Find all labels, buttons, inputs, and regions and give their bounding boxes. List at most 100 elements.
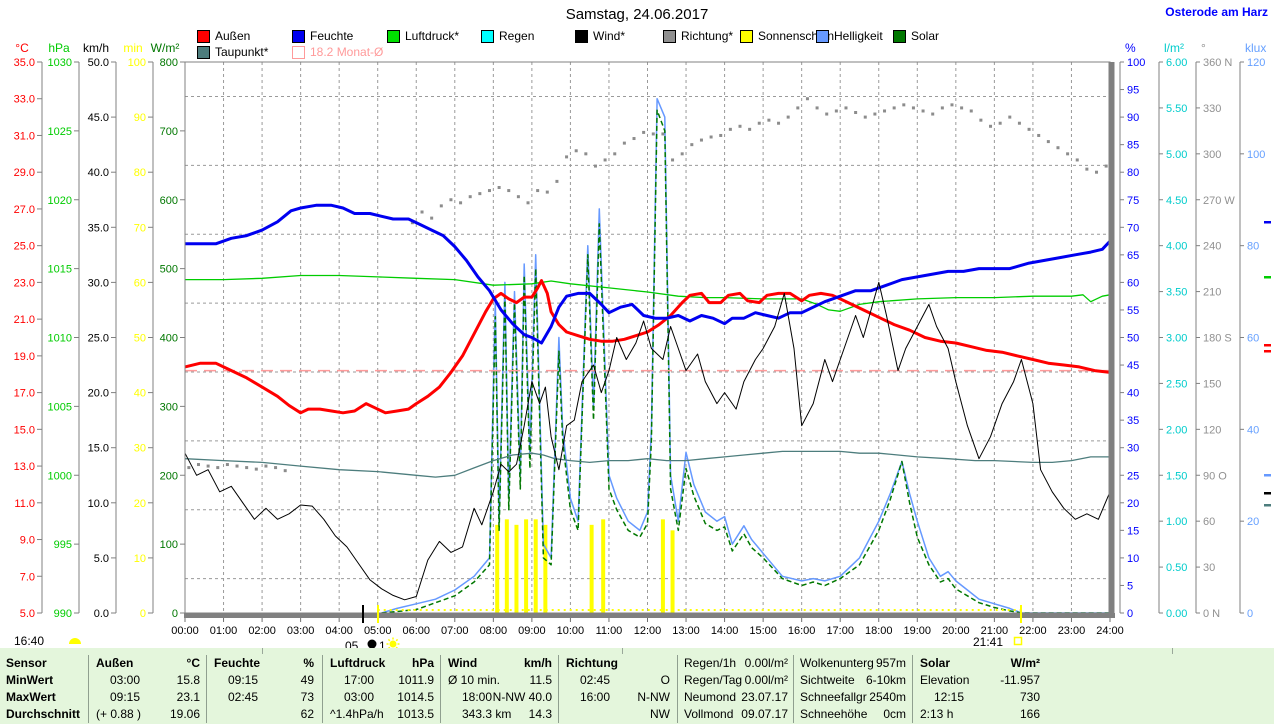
svg-text:W/m²: W/m² <box>151 41 180 55</box>
cell: MinWert <box>6 673 54 687</box>
svg-text:360 N: 360 N <box>1203 57 1232 69</box>
legend-item-regen[interactable]: Regen <box>481 29 534 43</box>
legend-item-wind[interactable]: Wind* <box>575 29 625 43</box>
page-title: Samstag, 24.06.2017 <box>565 6 709 23</box>
weather-chart: 5.07.09.011.013.015.017.019.021.023.025.… <box>14 41 1271 648</box>
legend-swatch-feuchte-icon <box>292 29 305 43</box>
svg-text:50: 50 <box>1127 333 1139 345</box>
cell: 1013.5 <box>397 707 434 721</box>
cell: 73 <box>300 690 314 704</box>
svg-text:400: 400 <box>160 333 178 345</box>
svg-text:25.0: 25.0 <box>14 241 35 253</box>
svg-text:15.0: 15.0 <box>14 424 35 436</box>
legend-item-monat[interactable]: 18.2 Monat-Ø <box>292 45 383 59</box>
legend-item-solar[interactable]: Solar <box>893 29 939 43</box>
svg-text:03:00: 03:00 <box>287 625 315 637</box>
svg-text:75: 75 <box>1127 195 1139 207</box>
cell: 14.3 <box>528 707 552 721</box>
legend-label: 18.2 Monat-Ø <box>310 45 384 59</box>
legend-swatch-aussen-icon <box>197 29 210 43</box>
legend-item-feuchte[interactable]: Feuchte <box>292 29 353 43</box>
legend-item-taupunkt[interactable]: Taupunkt* <box>197 45 268 59</box>
cell: O <box>660 673 670 687</box>
axis-: 0 N 30 60 90 O 120 150 180 S 210 240 270 W 300 330 3… <box>1195 41 1235 620</box>
svg-text:05:00: 05:00 <box>364 625 392 637</box>
table-separator <box>322 655 323 723</box>
svg-text:21.0: 21.0 <box>14 314 35 326</box>
station-name[interactable]: Osterode am Harz <box>1165 5 1268 19</box>
table-separator <box>558 655 559 723</box>
svg-text:90 O: 90 O <box>1203 470 1227 482</box>
svg-text:30: 30 <box>1203 562 1215 574</box>
cell: Regen/Tag <box>684 673 743 687</box>
axis-hPa: 990 995 1000 1005 1010 1015 1020 1025 1030 hPa <box>48 41 80 620</box>
legend-item-richtung[interactable]: Richtung* <box>663 29 733 43</box>
legend-item-aussen[interactable]: Außen <box>197 29 250 43</box>
svg-text:31.0: 31.0 <box>14 130 35 142</box>
svg-text:5.0: 5.0 <box>20 608 35 620</box>
svg-text:70: 70 <box>134 222 146 234</box>
svg-text:33.0: 33.0 <box>14 94 35 106</box>
svg-text:80: 80 <box>1247 241 1259 253</box>
legend-swatch-regen-icon <box>481 29 494 43</box>
svg-text:200: 200 <box>160 470 178 482</box>
legend-item-luftdruck[interactable]: Luftdruck* <box>387 29 459 43</box>
svg-text:100: 100 <box>1247 149 1265 161</box>
cell: 12:15 <box>934 690 965 704</box>
legend-swatch-taupunkt-icon <box>197 45 210 59</box>
svg-text:35.0: 35.0 <box>88 222 109 234</box>
cell: Sensor <box>6 656 47 670</box>
cell: 2:13 h <box>920 707 954 721</box>
svg-text:85: 85 <box>1127 140 1139 152</box>
svg-text:21:00: 21:00 <box>981 625 1009 637</box>
svg-text:06:00: 06:00 <box>402 625 430 637</box>
cell: Regen/1h <box>684 656 737 670</box>
cell: 1011.9 <box>398 673 434 687</box>
svg-text:°: ° <box>1201 41 1206 55</box>
svg-text:1020: 1020 <box>48 195 72 207</box>
table-col-solar: Solar W/m² Elevation -11.957 12:15 730 2:13… <box>920 655 1040 723</box>
cell: 730 <box>1019 690 1040 704</box>
table-col-wind: Wind km/h Ø 10 min. 11.5 18:00 N-NW 40.0 34… <box>448 655 552 723</box>
cell: 03:00 <box>344 690 375 704</box>
legend-label: Helligkeit <box>834 29 883 43</box>
legend-label: Regen <box>499 29 535 43</box>
riseset-tick <box>362 605 364 623</box>
svg-text:300: 300 <box>1203 149 1221 161</box>
svg-text:20: 20 <box>1247 516 1259 528</box>
svg-text:09:00: 09:00 <box>518 625 546 637</box>
legend-label: Richtung* <box>681 29 734 43</box>
sunset-icon <box>1013 636 1023 646</box>
svg-text:10:00: 10:00 <box>557 625 585 637</box>
cell: 23.1 <box>176 690 200 704</box>
svg-text:10.0: 10.0 <box>88 498 109 510</box>
svg-text:1015: 1015 <box>48 264 72 276</box>
edge-value-marker <box>1264 221 1271 224</box>
legend-swatch-helligkeit-icon <box>816 29 829 43</box>
svg-text:20:00: 20:00 <box>942 625 970 637</box>
svg-text:55: 55 <box>1127 305 1139 317</box>
svg-text:60: 60 <box>1247 333 1259 345</box>
legend-item-sonnenschein[interactable]: Sonnenschein <box>740 29 834 43</box>
x-axis-labels: 00:00 01:00 02:00 03:00 04:00 05:00 06:00 07:00… <box>171 618 1124 637</box>
legend-item-helligkeit[interactable]: Helligkeit <box>816 29 883 43</box>
svg-text:150: 150 <box>1203 378 1221 390</box>
svg-text:13:00: 13:00 <box>672 625 700 637</box>
svg-text:100: 100 <box>160 539 178 551</box>
svg-text:20: 20 <box>1127 498 1139 510</box>
cell: N-NW 40.0 <box>492 690 552 704</box>
svg-text:°C: °C <box>15 41 29 55</box>
sun-moon-time-label: 16:40 <box>14 634 44 648</box>
svg-text:65: 65 <box>1127 250 1139 262</box>
cell: Ø 10 min. <box>448 673 501 687</box>
legend-label: Taupunkt* <box>215 45 269 59</box>
svg-text:60: 60 <box>1127 277 1139 289</box>
svg-text:70: 70 <box>1127 222 1139 234</box>
cell: 957m <box>875 656 906 670</box>
svg-text:60: 60 <box>134 277 146 289</box>
svg-text:30: 30 <box>134 443 146 455</box>
cell: Vollmond <box>684 707 734 721</box>
svg-text:04:00: 04:00 <box>325 625 353 637</box>
riseset-tick <box>1020 605 1022 623</box>
table-col-sensor: Sensor MinWert MaxWert Durchschnitt <box>6 655 86 723</box>
